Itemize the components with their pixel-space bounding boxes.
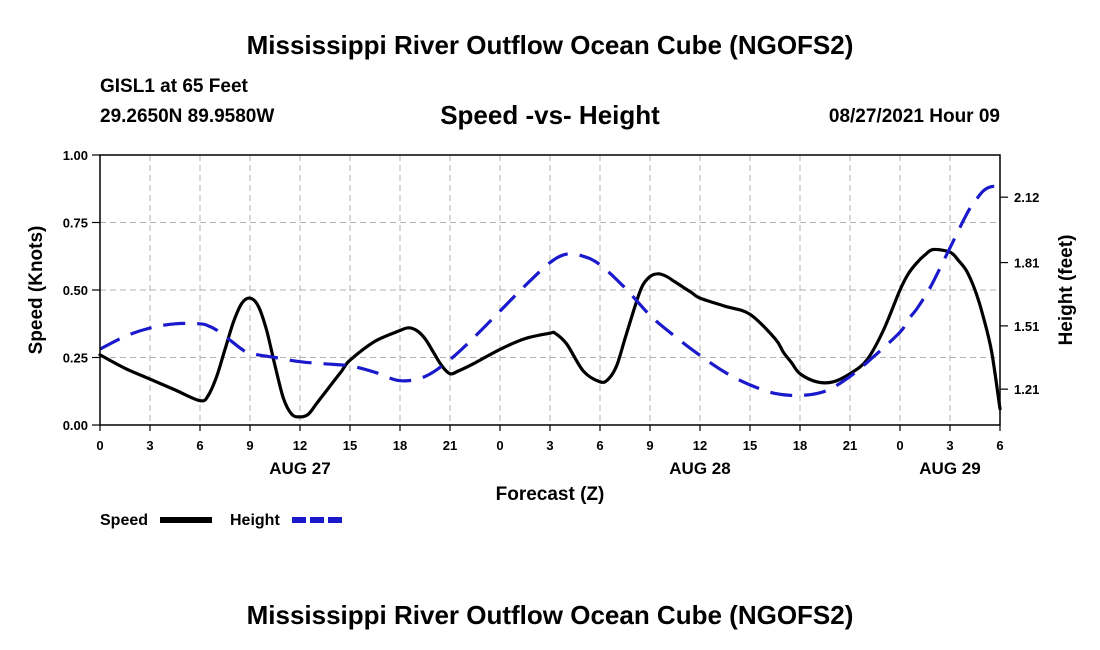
x-tick-label: 6: [196, 438, 203, 453]
y-tick-label: 1.00: [63, 148, 88, 163]
y2-tick-label: 1.21: [1014, 382, 1039, 397]
x-tick-label: 0: [896, 438, 903, 453]
y2-tick-label: 2.12: [1014, 190, 1039, 205]
station-coordinates: 29.2650N 89.9580W: [100, 106, 275, 127]
y2-tick-label: 1.81: [1014, 256, 1039, 271]
x-tick-label: 12: [693, 438, 707, 453]
x-tick-label: 12: [293, 438, 307, 453]
y2-axis-title: Height (feet): [1056, 235, 1077, 346]
x-tick-label: 9: [246, 438, 253, 453]
labels-layer: Speed (Knots) Height (feet) Forecast (Z): [26, 226, 1077, 505]
speed-line: [98, 247, 1002, 419]
x-tick-label: 9: [646, 438, 653, 453]
datetime-label: 08/27/2021 Hour 09: [828, 106, 1000, 127]
x-tick-label: 21: [443, 438, 457, 453]
y-tick-label: 0.25: [63, 351, 88, 366]
date-label: AUG 28: [669, 459, 730, 478]
x-tick-label: 0: [96, 438, 103, 453]
y-tick-label: 0.75: [63, 216, 88, 231]
x-tick-label: 15: [743, 438, 757, 453]
date-label: AUG 27: [269, 459, 330, 478]
y-axis-title: Speed (Knots): [26, 226, 47, 355]
x-axis-title: Forecast (Z): [496, 484, 605, 505]
x-tick-label: 3: [146, 438, 153, 453]
grid-layer: [100, 155, 1000, 425]
legend-height-label: Height: [230, 512, 280, 529]
date-label: AUG 29: [919, 459, 980, 478]
x-tick-label: 0: [496, 438, 503, 453]
x-tick-label: 3: [546, 438, 553, 453]
y2-tick-label: 1.51: [1014, 319, 1039, 334]
footer-title: Mississippi River Outflow Ocean Cube (NG…: [246, 600, 854, 630]
x-tick-label: 21: [843, 438, 857, 453]
x-tick-label: 3: [946, 438, 953, 453]
ticks-layer: 0 3 6 9 12 15 18 21 0 3 6 9 12 15 18 21 0 3 6 0.00 0.25 0.50 0…: [63, 148, 1040, 478]
x-tick-label: 6: [596, 438, 603, 453]
x-tick-label: 15: [343, 438, 357, 453]
legend: Speed Height: [100, 512, 342, 529]
series-layer: [98, 184, 1002, 419]
x-tick-label: 18: [393, 438, 407, 453]
main-title: Mississippi River Outflow Ocean Cube (NG…: [246, 30, 854, 60]
x-tick-label: 6: [996, 438, 1003, 453]
chart-subtitle: Speed -vs- Height: [440, 100, 660, 130]
y-tick-label: 0.50: [63, 283, 88, 298]
height-line: [99, 184, 1001, 398]
x-tick-label: 18: [793, 438, 807, 453]
station-name: GISL1 at 65 Feet: [100, 76, 248, 97]
y-tick-label: 0.00: [63, 418, 88, 433]
legend-speed-label: Speed: [100, 512, 148, 529]
